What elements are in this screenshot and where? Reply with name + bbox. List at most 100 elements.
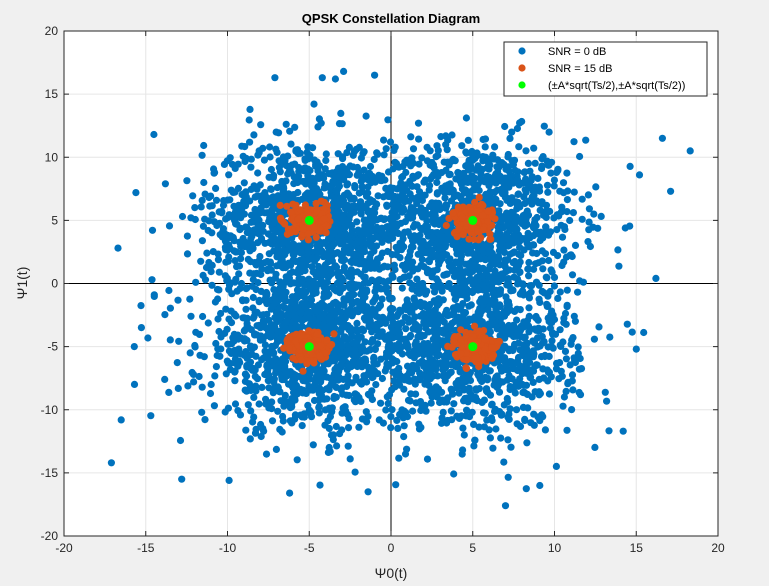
data-point-snr-0db <box>459 300 467 308</box>
data-point-snr-0db <box>547 373 555 381</box>
data-point-snr-0db <box>507 208 516 216</box>
data-point-snr-0db <box>430 267 438 275</box>
data-point-snr-0db <box>383 247 392 256</box>
data-point-snr-0db <box>584 191 593 199</box>
data-point-snr-0db <box>268 342 276 351</box>
data-point-snr-0db <box>400 422 408 430</box>
data-point-snr-0db <box>497 434 505 442</box>
data-point-snr-0db <box>270 378 278 386</box>
data-point-snr-0db <box>261 200 269 209</box>
data-point-snr-0db <box>521 222 529 230</box>
data-point-snr-15db <box>276 214 285 222</box>
data-point-snr-0db <box>568 336 576 344</box>
data-point-snr-0db <box>473 149 481 158</box>
data-point-snr-0db <box>463 376 471 384</box>
data-point-snr-0db <box>571 241 580 249</box>
data-point-snr-0db <box>300 256 308 264</box>
data-point-snr-0db <box>215 268 223 276</box>
data-point-snr-0db <box>351 184 359 192</box>
data-point-snr-0db <box>231 278 239 286</box>
data-point-snr-0db <box>354 298 362 306</box>
data-point-snr-0db <box>505 221 513 229</box>
data-point-snr-0db <box>628 328 636 336</box>
data-point-snr-0db <box>183 232 191 240</box>
data-point-snr-0db <box>330 392 338 401</box>
data-point-snr-0db <box>387 424 395 432</box>
data-point-snr-0db <box>198 151 206 159</box>
data-point-snr-0db <box>513 201 521 209</box>
data-point-snr-0db <box>297 246 305 254</box>
data-point-snr-0db <box>352 373 360 381</box>
data-point-snr-0db <box>444 228 452 236</box>
data-point-snr-0db <box>183 250 192 258</box>
data-point-snr-15db <box>484 207 492 215</box>
data-point-snr-0db <box>237 255 245 263</box>
data-point-snr-0db <box>262 395 270 403</box>
data-point-snr-0db <box>525 322 533 330</box>
data-point-snr-0db <box>455 358 463 367</box>
data-point-snr-0db <box>500 458 508 466</box>
data-point-snr-0db <box>623 320 631 328</box>
data-point-snr-0db <box>199 312 207 321</box>
data-point-snr-0db <box>229 188 237 196</box>
data-point-snr-0db <box>363 230 371 238</box>
data-point-snr-0db <box>250 312 258 321</box>
data-point-snr-0db <box>242 154 250 162</box>
data-point-snr-0db <box>474 263 483 272</box>
data-point-snr-0db <box>246 342 254 351</box>
data-point-snr-0db <box>374 192 382 200</box>
data-point-snr-0db <box>511 218 519 226</box>
data-point-snr-0db <box>471 436 479 444</box>
data-point-snr-0db <box>439 359 447 367</box>
data-point-snr-0db <box>342 407 350 415</box>
data-point-snr-0db <box>564 380 572 388</box>
data-point-snr-0db <box>389 327 397 335</box>
data-point-snr-0db <box>315 270 323 278</box>
data-point-snr-0db <box>334 269 342 277</box>
data-point-snr-0db <box>132 189 140 197</box>
data-point-snr-0db <box>348 202 356 211</box>
data-point-snr-0db <box>516 362 524 370</box>
data-point-snr-0db <box>242 198 250 206</box>
data-point-snr-0db <box>256 181 264 189</box>
data-point-snr-0db <box>406 308 414 316</box>
data-point-snr-0db <box>434 146 442 154</box>
data-point-snr-0db <box>528 282 536 290</box>
data-point-snr-0db <box>263 265 271 274</box>
data-point-snr-0db <box>292 314 300 322</box>
data-point-snr-0db <box>245 226 254 235</box>
data-point-snr-0db <box>165 388 173 396</box>
data-point-snr-0db <box>541 352 549 361</box>
data-point-snr-0db <box>514 262 523 270</box>
data-point-snr-0db <box>191 204 199 212</box>
data-point-snr-0db <box>271 274 279 282</box>
data-point-snr-0db <box>289 382 297 390</box>
data-point-snr-0db <box>394 345 402 353</box>
data-point-snr-0db <box>533 361 541 369</box>
data-point-snr-0db <box>190 378 198 386</box>
series-snr-0db <box>107 67 694 510</box>
data-point-snr-0db <box>272 145 280 153</box>
data-point-snr-0db <box>491 260 499 268</box>
data-point-snr-0db <box>450 400 458 408</box>
data-point-snr-15db <box>479 211 487 220</box>
data-point-snr-0db <box>276 285 284 293</box>
data-point-snr-0db <box>166 304 174 312</box>
data-point-snr-0db <box>240 210 248 218</box>
data-point-snr-0db <box>500 401 508 409</box>
data-point-snr-0db <box>337 308 345 316</box>
data-point-snr-0db <box>544 314 552 322</box>
data-point-snr-0db <box>233 220 241 228</box>
data-point-snr-0db <box>268 417 277 425</box>
data-point-snr-0db <box>288 268 297 276</box>
data-point-snr-0db <box>433 170 441 178</box>
data-point-snr-0db <box>271 74 279 82</box>
data-point-snr-0db <box>266 143 274 151</box>
data-point-snr-0db <box>475 423 483 431</box>
data-point-snr-0db <box>488 178 496 186</box>
data-point-snr-0db <box>539 153 547 161</box>
data-point-snr-0db <box>491 143 499 151</box>
data-point-snr-0db <box>247 407 255 415</box>
data-point-snr-0db <box>439 233 447 241</box>
data-point-snr-0db <box>426 147 434 155</box>
